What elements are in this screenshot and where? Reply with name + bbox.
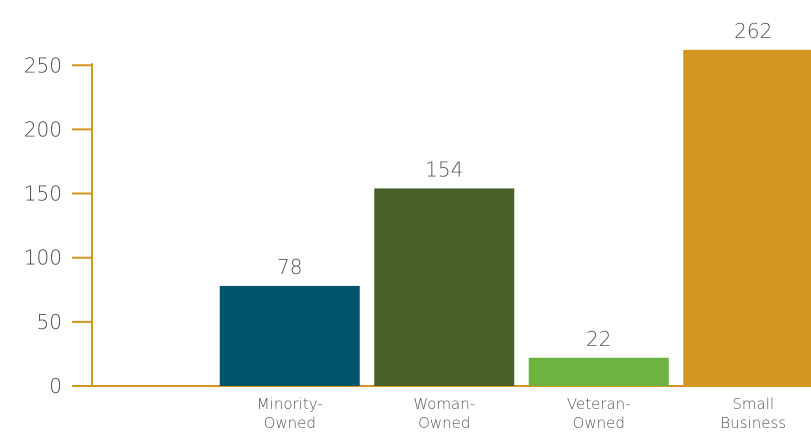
x-tick-label: Veteran-Owned [567,395,631,432]
bar [528,357,669,386]
x-tick-label: Woman-Owned [413,395,475,432]
bar [683,49,811,386]
y-tick-label: 150 [24,182,62,206]
y-tick-label: 100 [24,246,62,270]
bar [219,285,360,386]
labels: 78 Minority-Owned 154 Woman-Owned 22 Veteran-… [257,19,786,432]
data-label: 154 [425,157,463,181]
axes: 0 50 100 150 200 250 [24,53,811,398]
x-tick-label: Small Business [720,395,786,432]
y-tick-label: 200 [24,117,62,141]
y-tick-label: 250 [24,53,62,77]
data-label: 262 [734,19,772,43]
data-label: 78 [277,255,302,279]
bar [374,188,515,386]
x-tick-label: Minority-Owned [257,395,323,432]
y-tick-label: 0 [49,374,62,398]
data-label: 22 [586,327,611,351]
y-tick-label: 50 [37,310,62,334]
bars [219,49,811,386]
